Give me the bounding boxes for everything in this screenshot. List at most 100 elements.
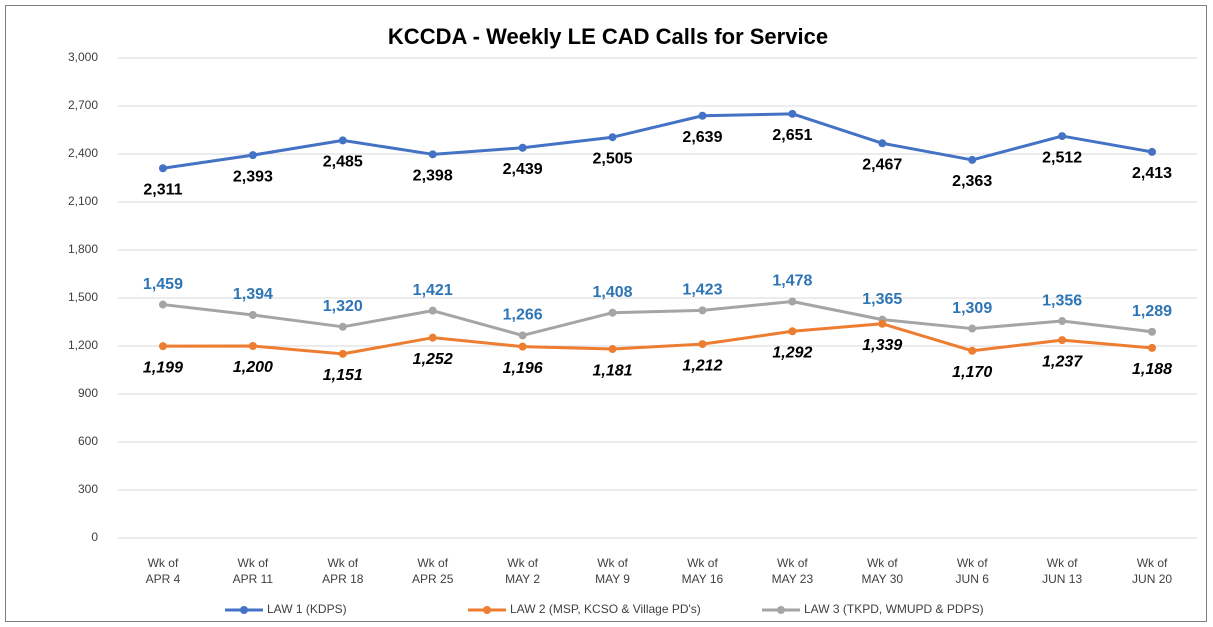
point-marker xyxy=(248,310,257,319)
point-marker xyxy=(248,342,257,350)
data-label: 1,212 xyxy=(682,357,722,374)
y-tick-label: 600 xyxy=(78,434,98,448)
point-marker xyxy=(698,340,707,349)
point-marker xyxy=(968,324,977,333)
point-marker xyxy=(158,342,167,351)
data-label: 1,252 xyxy=(413,351,453,368)
data-label: 2,413 xyxy=(1132,165,1172,182)
y-tick-label: 0 xyxy=(91,530,98,544)
x-tick-label: Wk of MAY 30 xyxy=(862,556,904,586)
data-label: 1,423 xyxy=(682,282,722,299)
data-label: 1,188 xyxy=(1132,361,1172,378)
data-label: 2,485 xyxy=(323,154,363,171)
point-marker xyxy=(338,349,347,358)
y-tick-label: 300 xyxy=(78,482,98,496)
point-marker xyxy=(968,346,977,355)
point-marker xyxy=(788,109,797,118)
point-marker xyxy=(878,319,887,328)
point-marker xyxy=(608,308,617,317)
legend-marker xyxy=(777,606,785,614)
point-marker xyxy=(248,151,257,160)
point-marker xyxy=(158,300,167,309)
point-marker xyxy=(1148,343,1157,352)
data-label: 1,200 xyxy=(233,359,273,376)
legend-label: LAW 1 (KDPS) xyxy=(267,602,347,616)
data-label: 1,289 xyxy=(1132,303,1172,320)
x-tick-label: Wk of APR 18 xyxy=(322,556,364,586)
data-label: 1,339 xyxy=(862,337,902,354)
series-line xyxy=(162,300,1153,337)
point-marker xyxy=(428,150,437,159)
y-tick-label: 2,100 xyxy=(68,194,98,208)
x-tick-label: Wk of APR 4 xyxy=(146,556,181,586)
data-label: 1,394 xyxy=(233,286,273,303)
point-marker xyxy=(1058,336,1067,345)
point-marker xyxy=(608,345,617,354)
y-tick-label: 2,400 xyxy=(68,146,98,160)
point-marker xyxy=(698,111,707,120)
x-tick-label: Wk of APR 11 xyxy=(233,556,274,586)
point-marker xyxy=(518,342,527,351)
data-label: 1,181 xyxy=(593,362,633,379)
data-label: 2,398 xyxy=(413,168,453,185)
point-marker xyxy=(788,297,797,306)
legend-label: LAW 3 (TKPD, WMUPD & PDPS) xyxy=(804,602,984,616)
data-label: 2,651 xyxy=(772,127,812,144)
x-tick-label: Wk of APR 25 xyxy=(412,556,454,586)
point-marker xyxy=(518,143,527,152)
data-label: 1,196 xyxy=(503,360,543,377)
point-marker xyxy=(698,306,707,315)
data-label: 2,512 xyxy=(1042,149,1082,166)
data-label: 2,639 xyxy=(682,129,722,146)
data-label: 2,363 xyxy=(952,173,992,190)
data-label: 1,292 xyxy=(772,344,812,361)
point-marker xyxy=(428,306,437,315)
point-marker xyxy=(158,164,167,173)
x-tick-label: Wk of JUN 6 xyxy=(956,556,990,586)
point-marker xyxy=(518,331,527,340)
x-tick-label: Wk of MAY 23 xyxy=(772,556,814,586)
data-label: 1,266 xyxy=(503,307,543,324)
y-tick-label: 3,000 xyxy=(68,50,98,64)
point-marker xyxy=(968,155,977,164)
series-line xyxy=(162,322,1153,356)
legend-label: LAW 2 (MSP, KCSO & Village PD's) xyxy=(510,602,701,616)
data-label: 1,237 xyxy=(1042,353,1083,370)
data-label: 1,309 xyxy=(952,300,992,317)
data-label: 1,199 xyxy=(143,359,183,376)
point-marker xyxy=(338,322,347,331)
y-tick-label: 1,200 xyxy=(68,338,98,352)
y-tick-label: 1,500 xyxy=(68,290,98,304)
x-tick-label: Wk of MAY 16 xyxy=(682,556,724,586)
data-label: 1,356 xyxy=(1042,292,1082,309)
legend-marker xyxy=(483,606,491,614)
point-marker xyxy=(1148,327,1157,336)
data-label: 1,365 xyxy=(862,291,902,308)
point-marker xyxy=(878,139,887,148)
y-tick-label: 1,800 xyxy=(68,242,98,256)
data-label: 1,478 xyxy=(772,273,812,290)
point-marker xyxy=(1148,147,1157,156)
data-label: 1,421 xyxy=(413,282,453,299)
point-marker xyxy=(338,136,347,145)
chart-title: KCCDA - Weekly LE CAD Calls for Service xyxy=(388,24,828,49)
data-label: 2,393 xyxy=(233,168,273,185)
y-tick-label: 2,700 xyxy=(68,98,98,112)
point-marker xyxy=(788,327,797,336)
x-tick-label: Wk of JUN 20 xyxy=(1132,556,1172,586)
x-tick-label: Wk of MAY 2 xyxy=(505,556,540,586)
data-label: 2,467 xyxy=(862,156,902,173)
data-label: 1,320 xyxy=(323,298,363,315)
y-tick-label: 900 xyxy=(78,386,98,400)
data-label: 1,151 xyxy=(323,367,363,384)
point-marker xyxy=(1058,132,1067,141)
legend-marker xyxy=(240,606,248,614)
data-label: 1,170 xyxy=(952,364,992,381)
data-label: 2,311 xyxy=(143,181,182,198)
point-marker xyxy=(1058,317,1067,326)
data-label: 2,439 xyxy=(503,161,543,178)
x-tick-label: Wk of MAY 9 xyxy=(595,556,630,586)
point-marker xyxy=(608,133,617,142)
data-label: 2,505 xyxy=(593,150,633,167)
